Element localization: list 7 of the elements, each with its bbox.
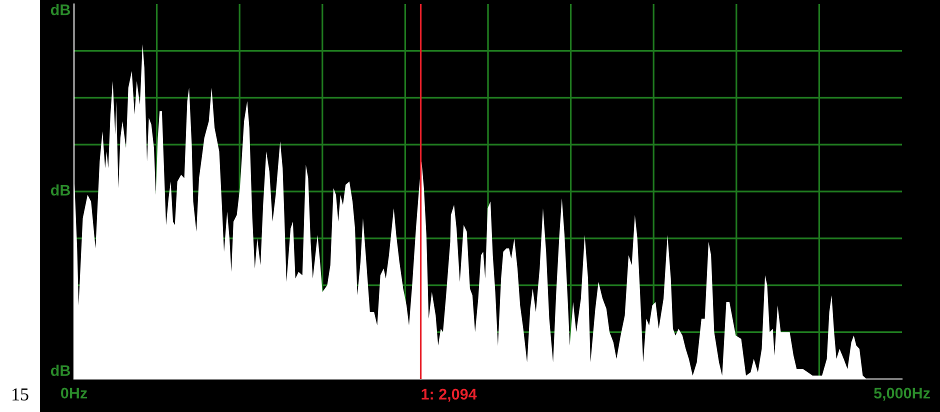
- text: dB: [50, 364, 70, 376]
- x-tick-label: 5,000Hz: [874, 388, 930, 401]
- x-tick-label: 0Hz: [61, 388, 88, 399]
- text: 15: [12, 388, 28, 401]
- text: dB: [50, 4, 70, 16]
- text: dB: [50, 184, 70, 196]
- ref-line-label: 1: 2,094: [422, 388, 477, 402]
